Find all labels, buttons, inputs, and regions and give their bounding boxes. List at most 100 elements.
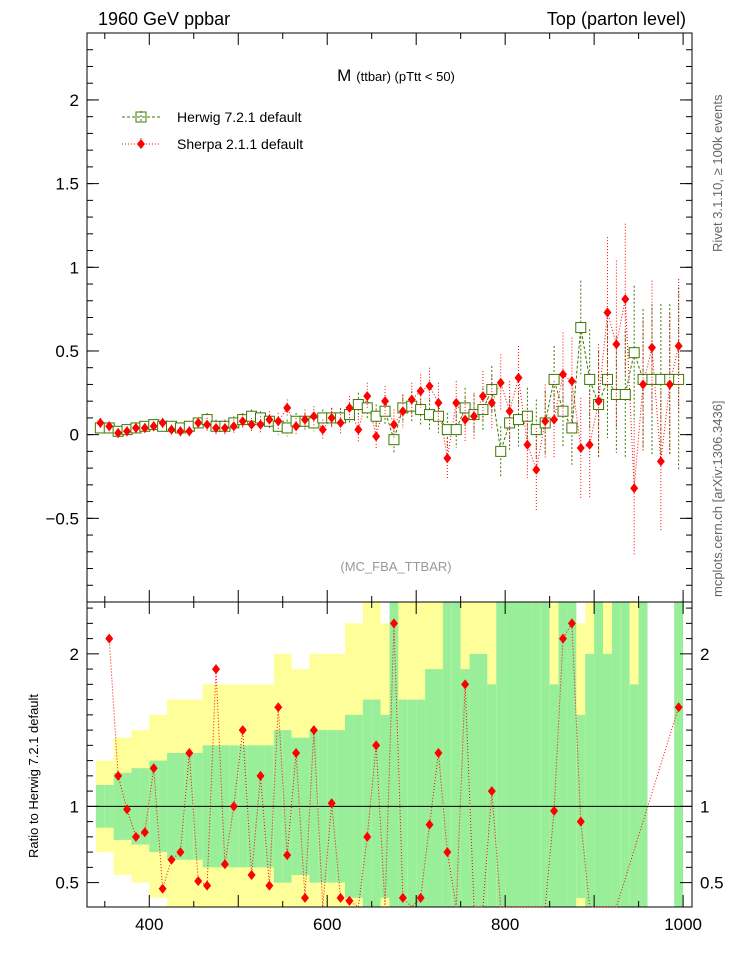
ratio-band-inner bbox=[407, 699, 417, 907]
ratio-band-inner bbox=[505, 602, 515, 907]
herwig-line bbox=[100, 327, 679, 452]
ratio-sherpa-point bbox=[105, 633, 114, 644]
ratio-sherpa-point bbox=[123, 804, 132, 815]
sherpa-point bbox=[292, 421, 301, 432]
ratio-band-inner bbox=[425, 669, 434, 907]
ratio-ytick-label-right: 2 bbox=[700, 645, 709, 664]
ratio-sherpa-point bbox=[434, 747, 443, 758]
ratio-sherpa-point bbox=[300, 892, 309, 903]
sherpa-point bbox=[550, 414, 559, 425]
ratio-band-inner bbox=[496, 602, 506, 907]
sherpa-point bbox=[167, 424, 176, 435]
ratio-band-inner bbox=[594, 602, 604, 907]
ratio-sherpa-point bbox=[443, 847, 452, 858]
sherpa-point bbox=[96, 417, 105, 428]
ratio-ytick-label: 0.5 bbox=[55, 874, 79, 893]
ratio-band-inner bbox=[611, 602, 621, 907]
main-ytick-label: 2 bbox=[70, 91, 79, 110]
ratio-sherpa-point bbox=[558, 633, 567, 644]
ratio-sherpa-point bbox=[220, 859, 229, 870]
sherpa-point bbox=[123, 426, 132, 437]
sherpa-point bbox=[389, 419, 398, 430]
sherpa-point bbox=[238, 416, 247, 427]
sherpa-point bbox=[639, 379, 648, 390]
ratio-band-inner bbox=[389, 602, 399, 907]
sherpa-point bbox=[158, 417, 167, 428]
sherpa-point bbox=[114, 427, 123, 438]
ratio-band-inner bbox=[460, 669, 470, 907]
legend-sherpa: Sherpa 2.1.1 default bbox=[122, 136, 303, 152]
rivet-label: Rivet 3.1.10, ≥ 100k events bbox=[710, 94, 725, 252]
sherpa-point bbox=[185, 426, 194, 437]
ratio-sherpa-point bbox=[416, 892, 425, 903]
ratio-sherpa-point bbox=[229, 801, 238, 812]
sherpa-point bbox=[532, 464, 541, 475]
herwig-point bbox=[575, 322, 587, 334]
sherpa-point bbox=[647, 342, 656, 353]
sherpa-point bbox=[318, 424, 327, 435]
sherpa-point bbox=[372, 431, 381, 442]
sherpa-point bbox=[470, 411, 479, 422]
ratio-band-inner bbox=[416, 699, 426, 907]
sherpa-point bbox=[212, 422, 221, 433]
ratio-sherpa-point bbox=[203, 880, 212, 891]
sherpa-point bbox=[665, 379, 674, 390]
sherpa-point bbox=[434, 397, 443, 408]
herwig-point bbox=[450, 424, 462, 436]
legend: Herwig 7.2.1 default Sherpa 2.1.1 defaul… bbox=[122, 109, 303, 152]
sherpa-point bbox=[478, 391, 487, 402]
main-ytick-label: 1.5 bbox=[55, 175, 79, 194]
sherpa-point bbox=[203, 419, 212, 430]
ratio-band-inner bbox=[371, 699, 381, 907]
ratio-ytick-label: 1 bbox=[70, 797, 79, 816]
sherpa-point bbox=[461, 414, 470, 425]
ratio-sherpa-point bbox=[283, 850, 292, 861]
ratio-xtick-label: 400 bbox=[135, 915, 163, 934]
energy-label: 1960 GeV ppbar bbox=[98, 9, 230, 29]
sherpa-point bbox=[487, 397, 496, 408]
sherpa-line bbox=[100, 298, 680, 489]
ratio-band-inner bbox=[603, 653, 612, 907]
herwig-point bbox=[361, 402, 373, 414]
sherpa-point bbox=[567, 376, 576, 387]
sherpa-point bbox=[274, 416, 283, 427]
herwig-point bbox=[521, 410, 533, 422]
ratio-ytick-label-right: 1 bbox=[700, 797, 709, 816]
sherpa-point bbox=[541, 416, 550, 427]
ratio-sherpa-point bbox=[345, 895, 354, 906]
ratio-band-inner bbox=[362, 699, 372, 907]
sherpa-point bbox=[594, 396, 603, 407]
sherpa-point bbox=[131, 422, 140, 433]
sherpa-point bbox=[407, 394, 416, 405]
ratio-sherpa-point bbox=[167, 854, 176, 865]
main-ytick-label: 1 bbox=[70, 258, 79, 277]
ratio-sherpa-point bbox=[425, 819, 434, 830]
sherpa-point bbox=[194, 417, 203, 428]
legend-herwig: Herwig 7.2.1 default bbox=[122, 109, 302, 125]
plot-title: M (ttbar) (pTtt < 50) bbox=[337, 66, 455, 85]
sherpa-point bbox=[621, 294, 630, 305]
ratio-sherpa-point bbox=[185, 747, 194, 758]
sherpa-point bbox=[452, 397, 461, 408]
ratio-sherpa-point bbox=[247, 869, 256, 880]
ratio-band-inner bbox=[585, 653, 595, 907]
sherpa-point bbox=[416, 386, 425, 397]
herwig-point bbox=[548, 373, 560, 385]
ratio-sherpa-point bbox=[238, 725, 247, 736]
ratio-sherpa-point bbox=[372, 740, 381, 751]
ratio-sherpa-point bbox=[114, 770, 123, 781]
ratio-sherpa-point bbox=[309, 725, 318, 736]
sherpa-point bbox=[363, 391, 372, 402]
ratio-sherpa-point bbox=[398, 892, 407, 903]
ratio-sherpa-point bbox=[131, 831, 140, 842]
ratio-band-inner bbox=[674, 602, 684, 907]
ratio-uncertainty-bands bbox=[95, 602, 684, 907]
sherpa-point bbox=[656, 456, 665, 467]
ratio-band-inner bbox=[522, 602, 532, 907]
ratio-sherpa-point bbox=[674, 702, 683, 713]
sherpa-point bbox=[220, 422, 229, 433]
sherpa-point bbox=[612, 339, 621, 350]
ratio-sherpa-point bbox=[550, 805, 559, 816]
plot-title-main: M bbox=[337, 66, 351, 85]
sherpa-point bbox=[576, 443, 585, 454]
